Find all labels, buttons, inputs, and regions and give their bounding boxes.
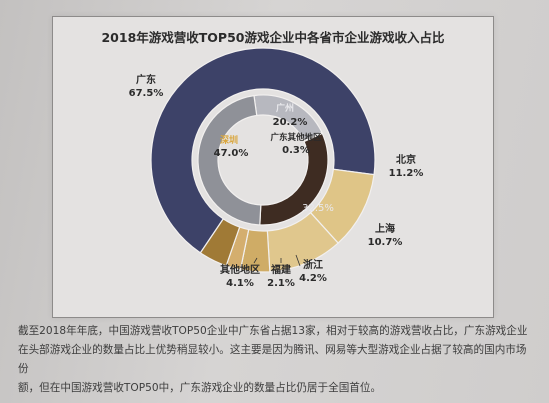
caption-text: 截至2018年年底，中国游戏营收TOP50企业中广东省占据13家，相对于较高的游… bbox=[18, 322, 533, 398]
value-beijing: 11.2% bbox=[389, 168, 424, 179]
inner-ring bbox=[197, 94, 329, 226]
caption-line-3: 额，但在中国游戏营收TOP50中，广东游戏企业的数量占比仍居于全国首位。 bbox=[18, 382, 382, 394]
chart-title: 2018年游戏营收TOP50游戏企业中各省市企业游戏收入占比 bbox=[101, 30, 445, 45]
outer-ring bbox=[150, 47, 376, 273]
label-beijing: 北京 bbox=[396, 153, 416, 166]
label-guangdong-others: 广东其他地区 bbox=[270, 132, 322, 143]
value-zhejiang: 4.2% bbox=[299, 273, 327, 284]
slice-guangdong bbox=[150, 47, 376, 254]
value-shanghai: 10.7% bbox=[368, 237, 403, 248]
label-guangzhou: 广州 bbox=[276, 102, 294, 114]
label-zhejiang: 浙江 bbox=[303, 258, 323, 271]
label-shanghai: 上海 bbox=[375, 222, 395, 235]
leader-others bbox=[253, 257, 258, 264]
inner-slice-shenzhen bbox=[197, 94, 262, 226]
label-guangdong: 广东 bbox=[136, 73, 156, 86]
value-guangzhou: 20.2% bbox=[273, 117, 308, 128]
caption-line-1: 截至2018年年底，中国游戏营收TOP50企业中广东省占据13家，相对于较高的游… bbox=[18, 325, 528, 337]
caption-line-2: 在头部游戏企业的数量占比上优势稍显较小。这主要是因为腾讯、网易等大型游戏企业占据… bbox=[18, 344, 527, 375]
leader-zhejiang bbox=[295, 254, 301, 267]
value-others: 4.1% bbox=[226, 278, 254, 289]
value-shenzhen: 47.0% bbox=[214, 148, 249, 159]
label-others: 其他地区 bbox=[220, 263, 260, 276]
value-fujian: 2.1% bbox=[267, 278, 295, 289]
chart-labels: 广东 67.5% 北京 11.2% 上海 10.7% 浙江 4.2% 福建 2.1% 其他地区 4.1… bbox=[129, 73, 424, 289]
value-guangdong-others: 0.3% bbox=[282, 145, 310, 156]
slice-others bbox=[199, 218, 241, 267]
value-non-guangdong-inner: 32.5% bbox=[302, 203, 334, 214]
value-guangdong: 67.5% bbox=[129, 88, 164, 99]
label-shenzhen: 深圳 bbox=[220, 134, 238, 146]
label-fujian: 福建 bbox=[270, 263, 292, 276]
